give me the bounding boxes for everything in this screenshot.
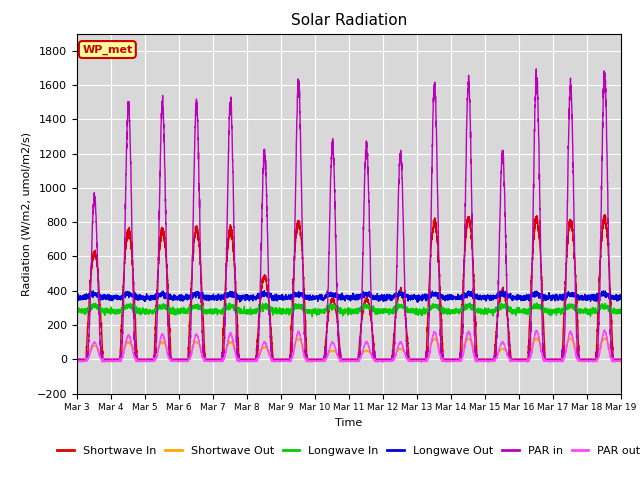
Y-axis label: Radiation (W/m2, umol/m2/s): Radiation (W/m2, umol/m2/s) (21, 132, 31, 296)
Longwave Out (398, 291, 406, 297)
Shortwave In (186, 319, 193, 325)
Longwave Out (260, 288, 268, 294)
PAR in (532, 66, 540, 72)
Shortwave Out (617, 357, 625, 362)
Line: PAR out: PAR out (77, 330, 621, 362)
PAR in (498, 151, 506, 157)
PAR out (186, 356, 193, 361)
Longwave Out (525, 296, 532, 301)
Longwave Out (617, 295, 625, 301)
PAR in (525, 357, 532, 362)
Text: WP_met: WP_met (82, 44, 132, 55)
PAR out (369, 355, 377, 361)
Shortwave In (539, 296, 547, 302)
Line: Shortwave Out: Shortwave Out (77, 338, 621, 360)
PAR out (417, 360, 425, 365)
Shortwave In (369, 335, 377, 340)
Line: Shortwave In: Shortwave In (77, 215, 621, 360)
Line: Longwave Out: Longwave Out (77, 291, 621, 302)
Shortwave Out (525, 354, 532, 360)
Longwave Out (499, 289, 506, 295)
Shortwave Out (186, 351, 193, 357)
PAR out (398, 341, 406, 347)
Legend: Shortwave In, Shortwave Out, Longwave In, Longwave Out, PAR in, PAR out: Shortwave In, Shortwave Out, Longwave In… (52, 441, 640, 460)
Shortwave In (525, 347, 532, 352)
Shortwave Out (539, 348, 547, 354)
PAR in (539, 336, 547, 342)
Shortwave In (601, 212, 609, 217)
Shortwave Out (431, 335, 438, 341)
PAR out (539, 354, 547, 360)
PAR in (73, 357, 81, 362)
PAR out (498, 340, 506, 346)
Line: PAR in: PAR in (77, 69, 621, 360)
PAR out (73, 358, 81, 364)
Shortwave Out (369, 353, 377, 359)
PAR in (186, 352, 193, 358)
Longwave Out (369, 297, 377, 302)
Title: Solar Radiation: Solar Radiation (291, 13, 407, 28)
Longwave In (186, 306, 193, 312)
PAR in (369, 341, 377, 347)
Longwave Out (413, 299, 421, 305)
Shortwave Out (73, 357, 81, 362)
Longwave In (398, 305, 406, 311)
PAR out (525, 359, 532, 364)
Shortwave In (73, 357, 81, 362)
Longwave In (539, 309, 547, 314)
Longwave In (73, 309, 81, 315)
X-axis label: Time: Time (335, 418, 362, 428)
Longwave Out (186, 293, 193, 299)
PAR out (617, 358, 625, 364)
Longwave In (525, 309, 532, 314)
Shortwave Out (398, 347, 406, 352)
Longwave In (394, 300, 401, 305)
PAR out (601, 327, 609, 333)
Longwave In (617, 306, 625, 312)
PAR in (398, 175, 406, 181)
PAR in (617, 357, 625, 362)
Shortwave In (498, 288, 506, 293)
Longwave In (499, 302, 506, 308)
Shortwave Out (498, 347, 506, 352)
Longwave Out (73, 296, 81, 301)
Shortwave In (398, 292, 406, 298)
Shortwave In (617, 357, 625, 362)
Line: Longwave In: Longwave In (77, 302, 621, 317)
Longwave In (369, 309, 377, 314)
Longwave Out (539, 292, 547, 298)
Longwave In (308, 314, 316, 320)
